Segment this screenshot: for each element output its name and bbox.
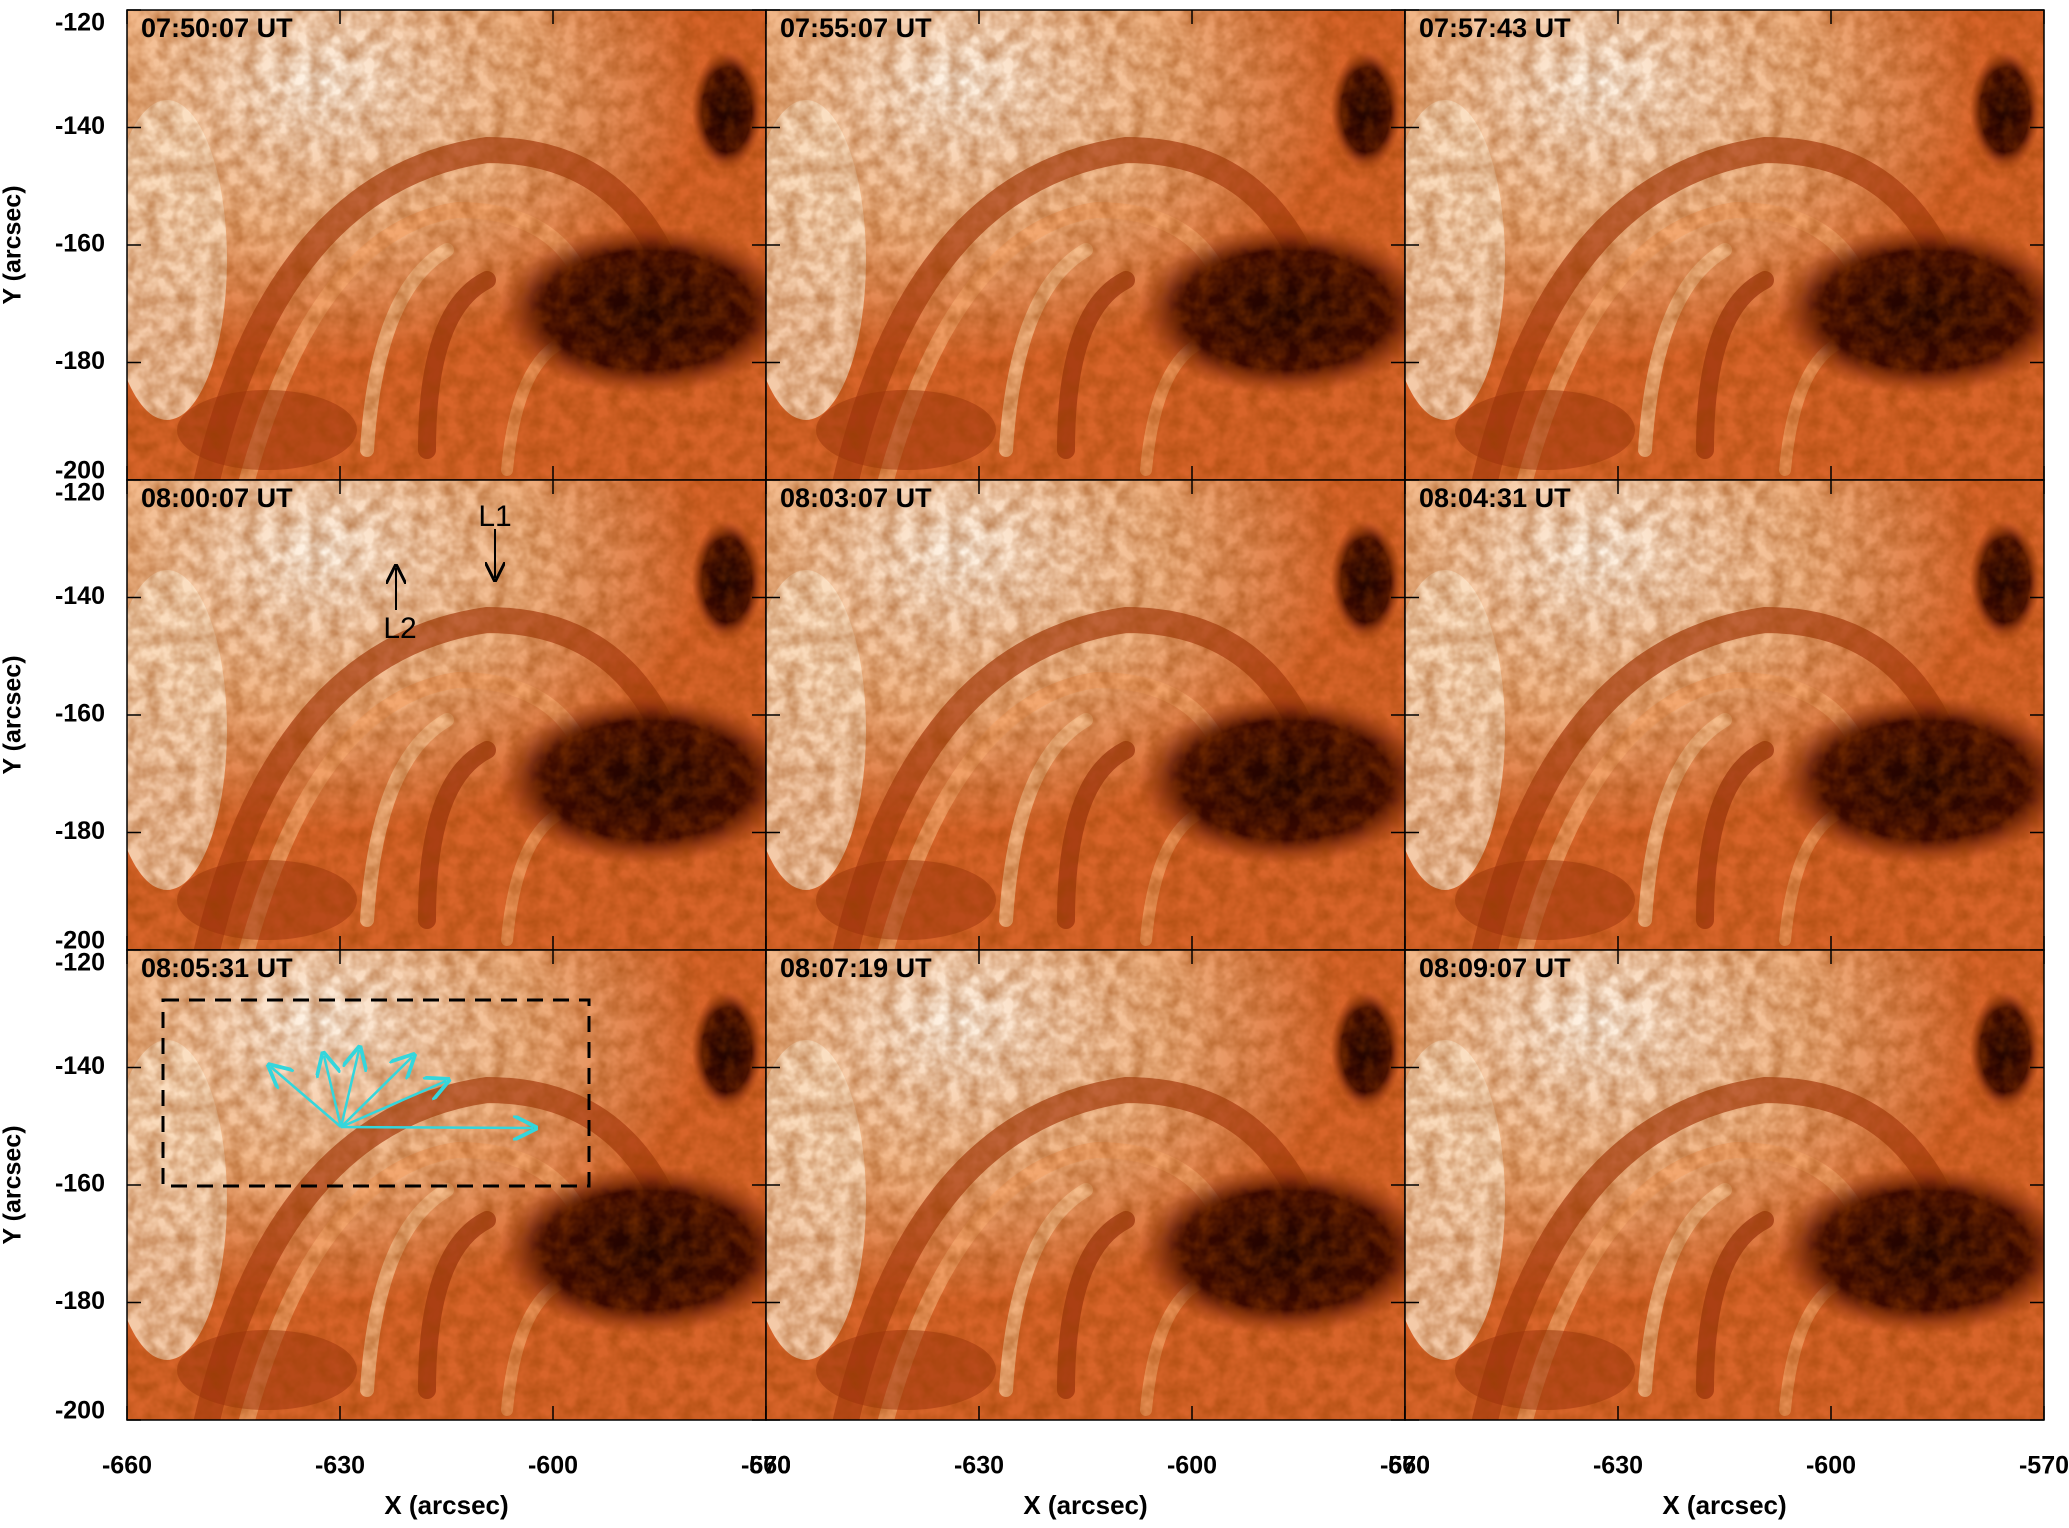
panel-time: 07:50:07 UT — [141, 13, 293, 43]
y-tick-label: -160 — [55, 700, 105, 728]
solar-image — [746, 10, 1436, 480]
x-tick-label: -660 — [102, 1452, 152, 1480]
x-tick-label: -630 — [315, 1452, 365, 1480]
y-tick-label: -160 — [55, 1170, 105, 1198]
panel-time: 07:57:43 UT — [1419, 13, 1571, 43]
x-axis-label: X (arcsec) — [384, 1490, 508, 1520]
region-box — [161, 998, 591, 1188]
x-axis-label: X (arcsec) — [1662, 1490, 1786, 1520]
y-tick-label: -140 — [55, 1052, 105, 1080]
x-tick-label: -630 — [954, 1452, 1004, 1480]
solar-image — [1385, 480, 2069, 950]
y-tick-label: -180 — [55, 817, 105, 845]
flow-arrow — [339, 1050, 359, 1128]
loop-label: L2 — [383, 612, 416, 645]
panel-time: 08:04:31 UT — [1419, 483, 1571, 513]
x-tick-label: -570 — [741, 1452, 791, 1480]
y-tick-label: -200 — [55, 927, 105, 955]
y-axis-label: Y (arcsec) — [0, 185, 27, 304]
x-tick-label: -600 — [1167, 1452, 1217, 1480]
x-axis-label: X (arcsec) — [1023, 1490, 1147, 1520]
y-tick-label: -180 — [55, 1287, 105, 1315]
x-tick-label: -630 — [1593, 1452, 1643, 1480]
y-tick-label: -200 — [55, 1397, 105, 1425]
panel — [1385, 949, 2069, 1421]
panel — [1385, 9, 2069, 481]
solar-image — [1385, 950, 2069, 1420]
flow-arrow — [340, 1127, 533, 1128]
solar-image — [107, 10, 797, 480]
panel — [746, 949, 1436, 1421]
flow-arrow — [340, 1081, 446, 1129]
panel — [107, 479, 797, 951]
y-tick-label: -200 — [55, 457, 105, 485]
panel-time: 08:05:31 UT — [141, 953, 293, 983]
panel — [746, 479, 1436, 951]
x-tick-label: -600 — [1806, 1452, 1856, 1480]
x-tick-label: -660 — [741, 1452, 791, 1480]
x-tick-label: -600 — [528, 1452, 578, 1480]
panel-time: 07:55:07 UT — [780, 13, 932, 43]
panel-time: 08:03:07 UT — [780, 483, 932, 513]
x-tick-label: -660 — [1380, 1452, 1430, 1480]
y-tick-label: -140 — [55, 582, 105, 610]
solar-image — [746, 950, 1436, 1420]
panel-time: 08:09:07 UT — [1419, 953, 1571, 983]
solar-image — [746, 480, 1436, 950]
panel — [107, 9, 797, 481]
y-tick-label: -180 — [55, 347, 105, 375]
y-axis-label: Y (arcsec) — [0, 655, 27, 774]
solar-image — [1385, 10, 2069, 480]
flow-arrow — [340, 1057, 412, 1128]
x-tick-label: -570 — [2019, 1452, 2069, 1480]
panel-time: 08:07:19 UT — [780, 953, 932, 983]
y-tick-label: -120 — [55, 9, 105, 37]
x-tick-label: -570 — [1380, 1452, 1430, 1480]
loop-label: L1 — [478, 500, 511, 533]
y-tick-label: -140 — [55, 112, 105, 140]
flow-arrow — [271, 1067, 342, 1128]
y-tick-label: -120 — [55, 479, 105, 507]
panel — [1385, 479, 2069, 951]
panel — [746, 9, 1436, 481]
y-axis-label: Y (arcsec) — [0, 1125, 27, 1244]
solar-image — [107, 480, 797, 950]
flow-arrow — [324, 1056, 343, 1128]
panel-time: 08:00:07 UT — [141, 483, 293, 513]
y-tick-label: -160 — [55, 230, 105, 258]
y-tick-label: -120 — [55, 949, 105, 977]
